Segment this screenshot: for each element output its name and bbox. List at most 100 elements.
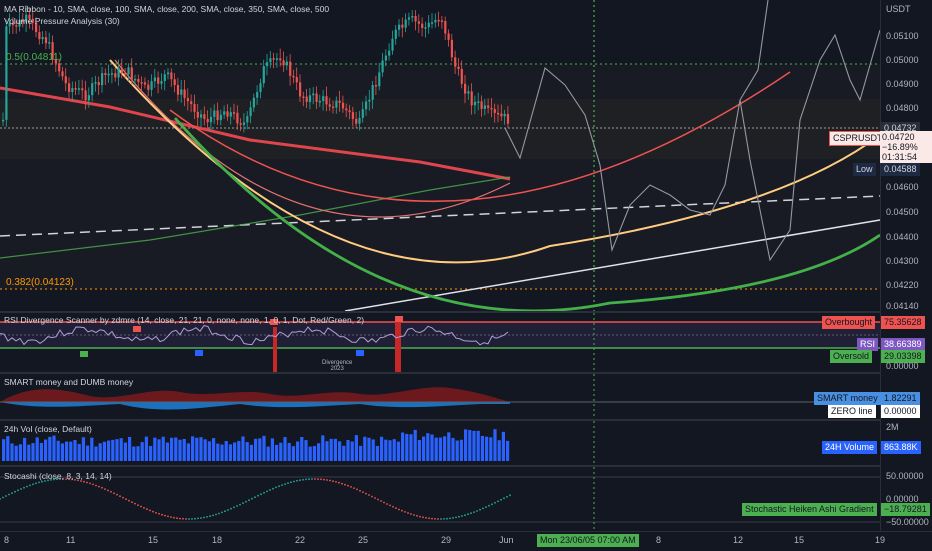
price-tick: 0.04300 bbox=[886, 256, 919, 266]
volume-legend[interactable]: 24h Vol (close, Default) bbox=[4, 424, 92, 434]
smart-money-legend[interactable]: SMART money and DUMB money bbox=[4, 377, 134, 387]
pane-divider[interactable] bbox=[0, 311, 932, 313]
candle bbox=[68, 83, 71, 92]
pane-divider[interactable] bbox=[0, 372, 932, 374]
volume-bar bbox=[81, 437, 85, 461]
divergence-text-line: Divergence bbox=[322, 360, 353, 366]
stoch-dot bbox=[386, 503, 388, 505]
arc-red bbox=[169, 71, 791, 203]
pane-divider[interactable] bbox=[0, 419, 932, 421]
stoch-dot bbox=[41, 480, 43, 483]
stoch-dot bbox=[0, 498, 1, 500]
candle bbox=[110, 73, 114, 75]
stoch-dot bbox=[119, 495, 121, 498]
volume-bars bbox=[2, 429, 510, 461]
main-chart-svg[interactable] bbox=[0, 0, 880, 311]
candle bbox=[315, 93, 318, 102]
candle bbox=[206, 118, 209, 123]
candle bbox=[490, 107, 493, 110]
candle bbox=[411, 15, 414, 18]
rsi-legend[interactable]: RSI Divergence Scanner by zdmre (14, clo… bbox=[4, 315, 365, 325]
stoch-dot bbox=[362, 491, 364, 493]
volume-pane[interactable]: 24h Vol (close, Default) bbox=[0, 421, 880, 465]
candle bbox=[417, 21, 420, 24]
candle bbox=[203, 114, 206, 119]
candle bbox=[414, 15, 417, 22]
stoch-dot bbox=[182, 517, 184, 520]
ma-ribbon-legend[interactable]: MA Ribbon - 10, SMA, close, 100, SMA, cl… bbox=[4, 4, 330, 14]
rsi-svg bbox=[0, 313, 880, 372]
candle bbox=[470, 91, 473, 106]
stoch-dot bbox=[131, 501, 133, 504]
candle bbox=[506, 114, 510, 124]
candle bbox=[424, 27, 427, 29]
volume-bar bbox=[14, 445, 18, 461]
price-tick: 0.04500 bbox=[886, 207, 919, 217]
volume-value: 863.88K bbox=[881, 441, 921, 454]
candle bbox=[454, 57, 457, 67]
candle bbox=[388, 50, 391, 56]
stoch-dot bbox=[446, 517, 448, 520]
stoch-dot bbox=[377, 498, 379, 501]
stoch-dot bbox=[80, 480, 82, 482]
volume-bar bbox=[18, 444, 22, 461]
stoch-dot bbox=[344, 483, 346, 486]
volume-bar bbox=[413, 429, 417, 461]
stoch-dot bbox=[500, 498, 502, 501]
pane-divider[interactable] bbox=[0, 465, 932, 467]
stoch-dot bbox=[449, 517, 451, 520]
stoch-dot bbox=[410, 513, 412, 515]
volume-bar bbox=[56, 440, 60, 461]
volume-bar bbox=[493, 429, 497, 461]
stoch-dot bbox=[452, 517, 454, 519]
main-price-pane[interactable]: MA Ribbon - 10, SMA, close, 100, SMA, cl… bbox=[0, 0, 880, 311]
stoch-dot bbox=[239, 503, 241, 506]
candle bbox=[285, 61, 288, 66]
volume-bar bbox=[275, 444, 279, 461]
rsi-pane[interactable]: RSI Divergence Scanner by zdmre (14, clo… bbox=[0, 313, 880, 372]
candle bbox=[2, 119, 5, 122]
time-tick: 19 bbox=[875, 535, 886, 545]
stoch-dot bbox=[104, 488, 106, 490]
stochastic-pane[interactable]: Stocashi (close, 8, 3, 14, 14) bbox=[0, 467, 880, 531]
volume-bar bbox=[438, 437, 442, 461]
volume-bar bbox=[77, 443, 81, 461]
volume-bar bbox=[161, 436, 165, 461]
smart-money-pane[interactable]: SMART money and DUMB money bbox=[0, 374, 880, 419]
divergence-bar bbox=[273, 327, 277, 372]
volume-bar bbox=[2, 439, 6, 461]
volume-pressure-legend[interactable]: Volume Pressure Analysis (30) bbox=[4, 16, 120, 26]
fib-zone-inner bbox=[0, 99, 880, 159]
rsi-value: 38.66389 bbox=[881, 338, 925, 351]
symbol-tag[interactable]: CSPRUSDT bbox=[829, 131, 887, 146]
volume-bar bbox=[426, 433, 430, 461]
volume-bar bbox=[375, 445, 379, 461]
volume-bar bbox=[354, 435, 358, 461]
stoch-dot bbox=[56, 478, 58, 481]
candle bbox=[44, 37, 48, 44]
low-label: Low bbox=[853, 163, 876, 176]
volume-bar bbox=[27, 444, 31, 461]
stoch-dot bbox=[440, 518, 442, 520]
stoch-dot bbox=[8, 493, 10, 496]
stoch-dot bbox=[224, 510, 226, 513]
volume-bar bbox=[157, 439, 161, 461]
candle bbox=[101, 73, 104, 86]
change-percent: −16.89% bbox=[882, 142, 918, 152]
time-tick: 15 bbox=[148, 535, 159, 545]
stoch-dot bbox=[491, 503, 493, 506]
stoch-dot bbox=[482, 507, 484, 510]
candle bbox=[91, 83, 94, 96]
stochastic-legend[interactable]: Stocashi (close, 8, 3, 14, 14) bbox=[4, 471, 112, 481]
volume-bar bbox=[228, 444, 232, 461]
stoch-dot bbox=[164, 514, 166, 517]
volume-bar bbox=[291, 446, 295, 461]
countdown: 01:31:54 bbox=[882, 152, 918, 162]
stoch-dot bbox=[275, 486, 277, 489]
candle bbox=[374, 85, 378, 87]
stoch-dot bbox=[95, 484, 97, 487]
time-axis[interactable] bbox=[0, 531, 932, 551]
candle bbox=[143, 82, 147, 85]
time-tick: 15 bbox=[794, 535, 805, 545]
candle bbox=[272, 58, 275, 60]
